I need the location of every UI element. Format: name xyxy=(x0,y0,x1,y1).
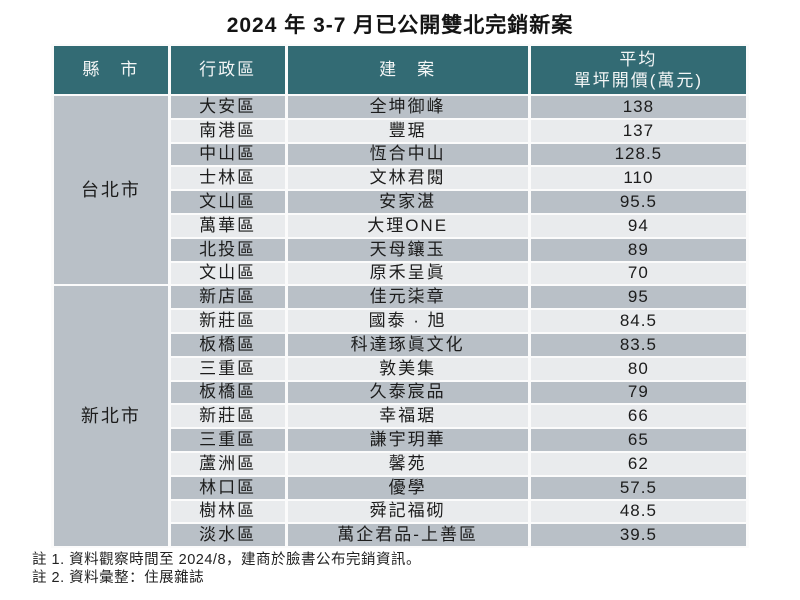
project-cell: 安家湛 xyxy=(284,189,531,215)
price-cell: 79 xyxy=(527,379,750,406)
project-cell: 幸福琚 xyxy=(284,403,531,430)
project-cell: 馨苑 xyxy=(284,450,531,477)
price-cell: 95.5 xyxy=(527,189,750,215)
price-cell: 137 xyxy=(527,117,750,144)
header-project: 建 案 xyxy=(284,44,531,96)
price-cell: 84.5 xyxy=(527,308,750,334)
project-cell: 久泰宸品 xyxy=(284,379,531,406)
project-cell: 原禾呈眞 xyxy=(284,260,531,287)
project-cell: 優學 xyxy=(284,474,531,501)
price-cell: 65 xyxy=(527,427,750,453)
project-cell: 恆合中山 xyxy=(284,141,531,168)
price-cell: 94 xyxy=(527,212,750,239)
district-cell: 樹林區 xyxy=(167,498,288,525)
table-row: 樹林區 舜記福砌 48.5 xyxy=(53,498,750,525)
table-row: 林口區 優學 57.5 xyxy=(53,474,750,501)
price-cell: 39.5 xyxy=(527,522,750,549)
district-cell: 文山區 xyxy=(167,189,288,215)
project-cell: 舜記福砌 xyxy=(284,498,531,525)
district-cell: 大安區 xyxy=(167,94,288,120)
header-price-line2: 單坪開價(萬元) xyxy=(573,71,704,90)
table-row: 台北市 大安區 全坤御峰 138 xyxy=(51,93,750,287)
district-cell: 新莊區 xyxy=(167,403,288,430)
district-cell: 士林區 xyxy=(167,165,288,192)
district-cell: 三重區 xyxy=(167,427,288,453)
price-cell: 128.5 xyxy=(527,141,750,168)
table-row: 中山區 恆合中山 128.5 xyxy=(53,141,750,168)
table-row: 板橋區 科達琢眞文化 83.5 xyxy=(53,331,750,358)
district-cell: 三重區 xyxy=(167,355,288,382)
district-cell: 新店區 xyxy=(167,284,288,311)
project-cell: 佳元柒章 xyxy=(284,284,531,311)
page-title: 2024 年 3-7 月已公開雙北完銷新案 xyxy=(226,14,574,37)
price-cell: 48.5 xyxy=(527,498,750,525)
table-row: 板橋區 久泰宸品 79 xyxy=(53,379,750,406)
header-price-line1: 平均 xyxy=(619,49,658,69)
district-cell: 板橋區 xyxy=(167,379,288,406)
table-row: 三重區 敦美集 80 xyxy=(53,355,750,382)
price-cell: 66 xyxy=(527,403,750,430)
price-cell: 80 xyxy=(527,355,750,382)
project-cell: 天母鑲玉 xyxy=(284,236,531,263)
price-cell: 89 xyxy=(527,236,750,263)
project-cell: 全坤御峰 xyxy=(284,94,531,120)
table-row: 新莊區 國泰 · 旭 84.5 xyxy=(53,308,750,334)
project-cell: 文林君閱 xyxy=(284,165,531,192)
district-cell: 蘆洲區 xyxy=(167,450,288,477)
table-row: 士林區 文林君閱 110 xyxy=(53,165,750,192)
data-table-container: 縣 市 行政區 建 案 平均 單坪開價(萬元) 台北市 大安區 全坤御峰 138 南港區豐… xyxy=(51,44,750,549)
project-cell: 謙宇玥華 xyxy=(284,427,531,453)
district-cell: 萬華區 xyxy=(167,212,288,239)
project-cell: 敦美集 xyxy=(284,355,531,382)
footnote-2: 註 2. 資料彙整：住展雜誌 xyxy=(32,570,205,587)
header-district: 行政區 xyxy=(167,44,288,96)
price-cell: 70 xyxy=(527,260,750,287)
table-row: 南港區 豐琚 137 xyxy=(53,117,750,144)
footnote-1: 註 1. 資料觀察時間至 2024/8，建商於臉書公布完銷資訊。 xyxy=(32,552,422,569)
header-city: 縣 市 xyxy=(51,44,171,96)
footnotes: 註 1. 資料觀察時間至 2024/8，建商於臉書公布完銷資訊。 註 2. 資料… xyxy=(32,551,800,587)
table-row: 淡水區 萬企君品-上善區 39.5 xyxy=(53,522,750,549)
table-row: 新北市 新店區 佳元柒章 95 xyxy=(51,284,750,549)
table-row: 萬華區 大理ONE 94 xyxy=(53,212,750,239)
header-price: 平均單坪開價(萬元) xyxy=(527,44,750,96)
district-cell: 南港區 xyxy=(167,117,288,144)
district-cell: 板橋區 xyxy=(167,331,288,358)
district-cell: 文山區 xyxy=(167,260,288,287)
price-cell: 57.5 xyxy=(527,474,750,501)
project-cell: 豐琚 xyxy=(284,117,531,144)
district-cell: 中山區 xyxy=(167,141,288,168)
project-cell: 萬企君品-上善區 xyxy=(284,522,531,549)
table-row: 文山區 安家湛 95.5 xyxy=(53,189,750,215)
district-cell: 淡水區 xyxy=(167,522,288,549)
district-cell: 林口區 xyxy=(167,474,288,501)
header-row: 縣 市 行政區 建 案 平均單坪開價(萬元) xyxy=(51,44,750,96)
project-cell: 科達琢眞文化 xyxy=(284,331,531,358)
price-cell: 62 xyxy=(527,450,750,477)
table-row: 蘆洲區 馨苑 62 xyxy=(53,450,750,477)
table-body: 台北市 大安區 全坤御峰 138 南港區 豐琚 137 中山區 恆合中山 128.5 士林區 文林君閱… xyxy=(51,93,750,549)
table-row: 文山區 原禾呈眞 70 xyxy=(53,260,750,287)
city-cell: 台北市 xyxy=(51,93,171,287)
district-cell: 新莊區 xyxy=(167,308,288,334)
city-cell: 新北市 xyxy=(51,284,171,549)
price-cell: 138 xyxy=(527,94,750,120)
price-cell: 83.5 xyxy=(527,331,750,358)
project-cell: 大理ONE xyxy=(284,212,531,239)
project-cell: 國泰 · 旭 xyxy=(284,308,531,334)
sold-out-projects-table: 縣 市 行政區 建 案 平均 單坪開價(萬元) 台北市 大安區 全坤御峰 138 南港區豐… xyxy=(51,44,750,549)
table-row: 三重區 謙宇玥華 65 xyxy=(53,427,750,453)
table-row: 北投區 天母鑲玉 89 xyxy=(53,236,750,263)
district-cell: 北投區 xyxy=(167,236,288,263)
table-row: 新莊區 幸福琚 66 xyxy=(53,403,750,430)
price-cell: 110 xyxy=(527,165,750,192)
price-cell: 95 xyxy=(527,284,750,311)
